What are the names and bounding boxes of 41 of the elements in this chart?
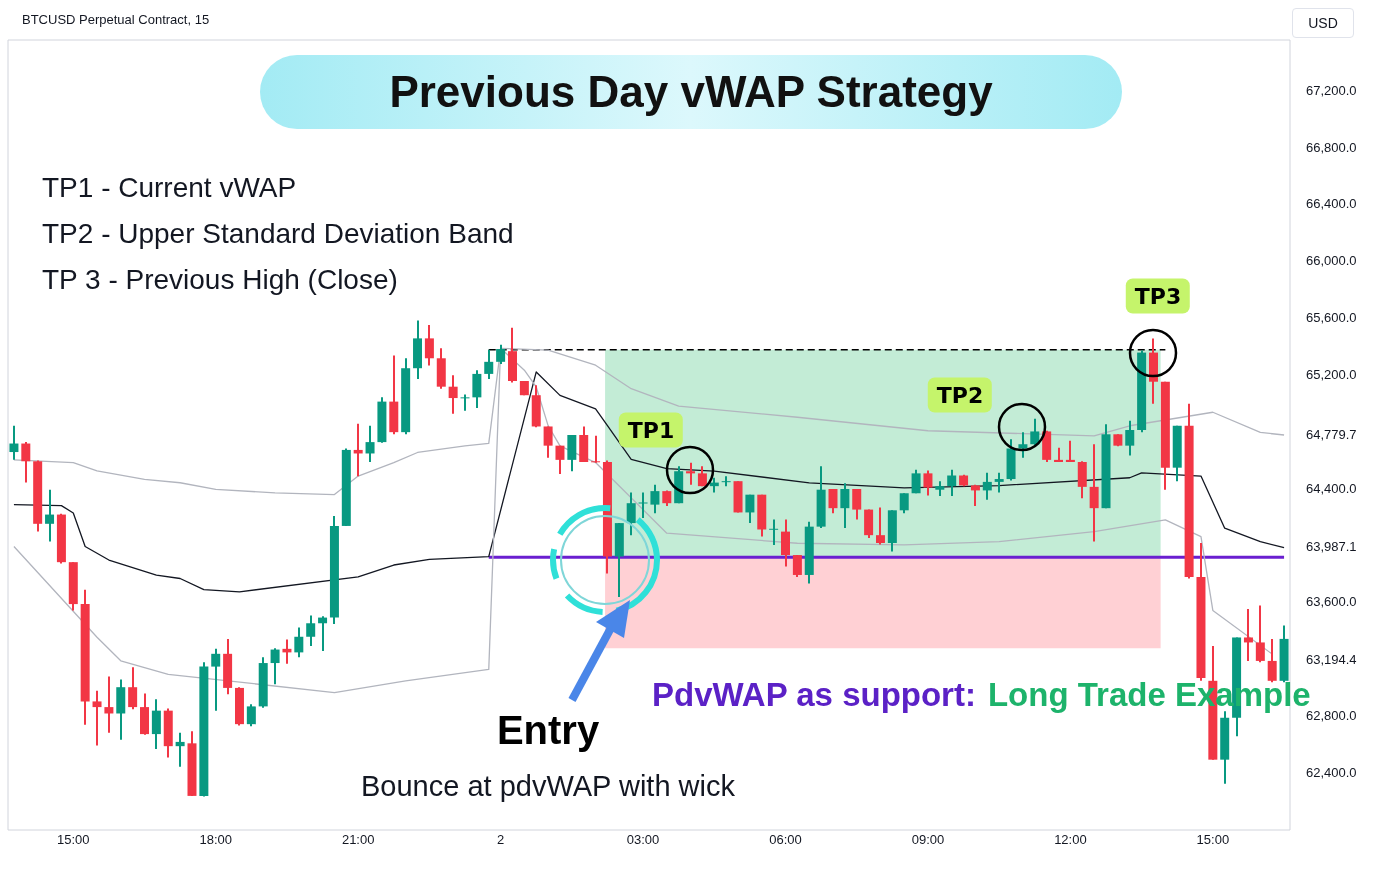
y-tick-label: 65,200.0: [1306, 366, 1357, 382]
text: Previous Day vWAP Strategy: [389, 67, 993, 117]
y-tick-label: 64,779.7: [1306, 426, 1357, 442]
annotation: TP1: [618, 412, 684, 448]
y-tick-label: 66,800.0: [1306, 139, 1357, 155]
y-tick-label: 66,000.0: [1306, 253, 1357, 269]
y-tick-label: 62,800.0: [1306, 707, 1357, 723]
annotation: TP3: [1125, 278, 1191, 314]
candlestick: [721, 476, 731, 487]
annotation: TP1 - Current vWAP: [42, 172, 297, 204]
candlestick: [591, 435, 601, 463]
candlestick: [1243, 609, 1253, 661]
y-axis-title: USD: [1292, 8, 1354, 38]
annotation: TP 3 - Previous High (Close): [42, 264, 398, 296]
chart-subtitle: BTCUSD Perpetual Contract, 15: [22, 12, 210, 27]
annotation: TP2 - Upper Standard Deviation Band: [42, 218, 514, 250]
y-tick-label: 65,600.0: [1306, 310, 1357, 326]
y-tick-label: 64,400.0: [1306, 480, 1357, 496]
y-tick-label: 67,200.0: [1306, 82, 1357, 98]
y-tick-label: 63,194.4: [1306, 651, 1357, 667]
x-tick-label: 06:00: [769, 832, 802, 848]
y-tick-label: 62,400.0: [1306, 764, 1357, 780]
x-tick-label: 12:00: [1054, 832, 1087, 848]
x-tick-label: 21:00: [341, 832, 375, 848]
annotation: Bounce at pdvWAP with wick: [361, 770, 735, 803]
candlestick: [638, 492, 648, 519]
x-tick-label: 03:00: [626, 832, 660, 848]
annotation: PdvWAP as support:: [652, 676, 976, 713]
y-tick-label: 66,400.0: [1306, 196, 1357, 212]
y-tick-label: 63,600.0: [1306, 594, 1357, 610]
x-tick-label: 09:00: [911, 832, 945, 848]
y-tick-label: 63,987.1: [1306, 539, 1357, 555]
x-tick-label: 15:00: [57, 832, 90, 848]
x-tick-label: 15:00: [1196, 832, 1230, 848]
candlestick: [769, 519, 779, 546]
candlestick: [460, 394, 470, 411]
annotation: TP2: [927, 377, 993, 413]
x-tick-label: 2: [497, 832, 505, 848]
x-tick-label: 18:00: [199, 832, 232, 848]
annotation: Entry: [496, 708, 600, 753]
candlestick: [686, 462, 696, 485]
